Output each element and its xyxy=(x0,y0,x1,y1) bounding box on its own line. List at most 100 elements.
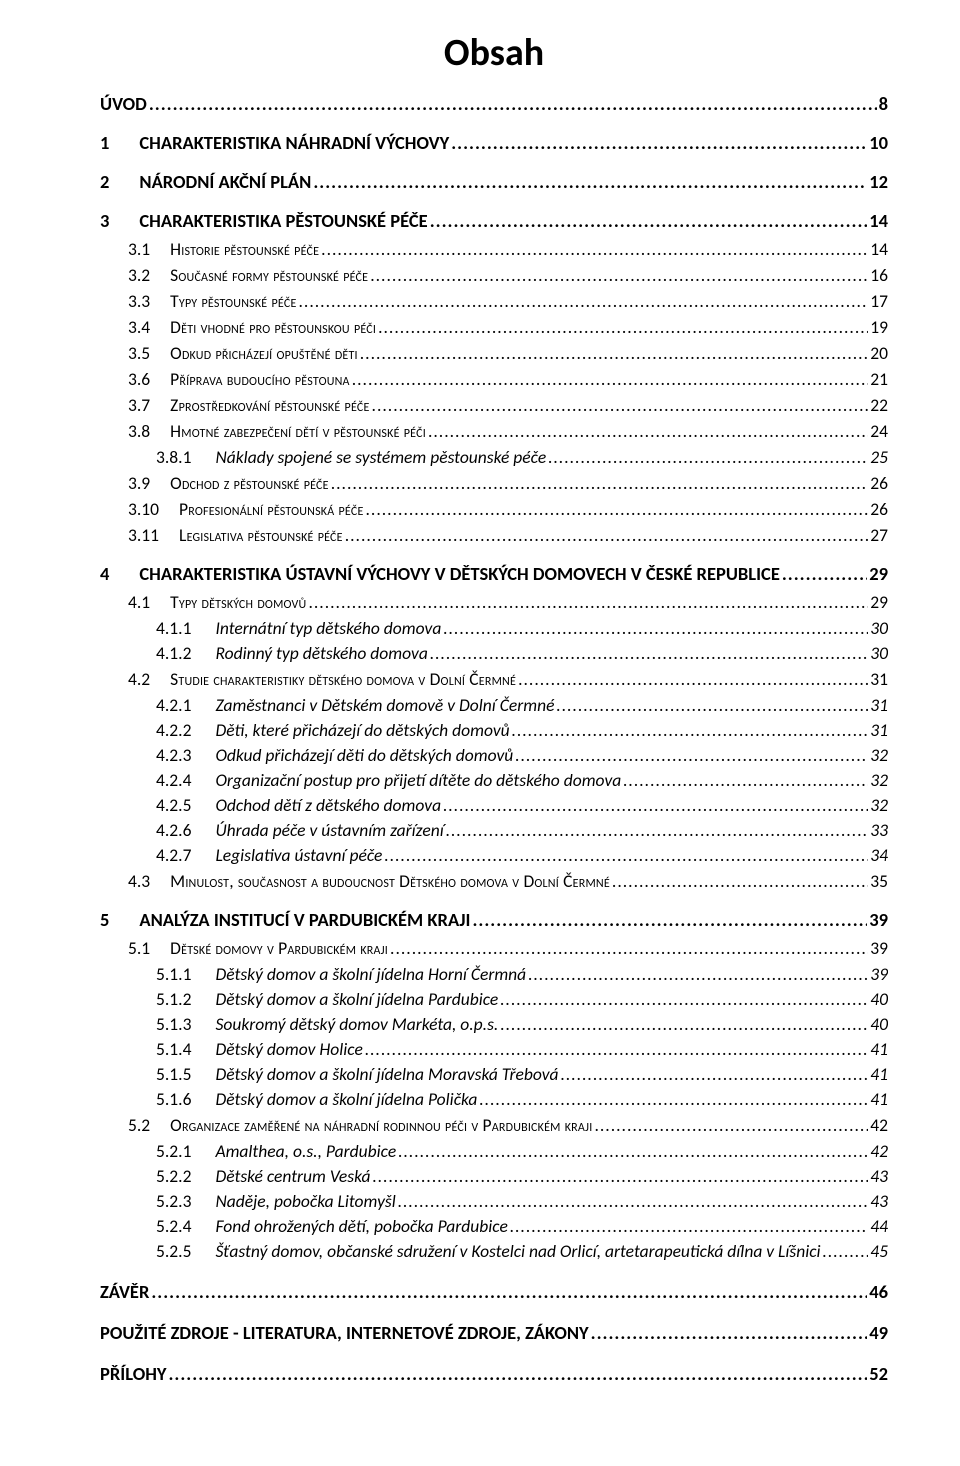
toc-text: Typy pěstounské péče xyxy=(170,290,296,312)
toc-page-number: 32 xyxy=(870,744,888,766)
toc-page-number: 22 xyxy=(870,394,888,416)
toc-number: 5.1.6 xyxy=(156,1088,191,1110)
toc-entry: 4.2 Studie charakteristiky dětského domov… xyxy=(128,668,888,690)
toc-leader-dots xyxy=(479,1088,868,1110)
toc-page-number: 33 xyxy=(870,819,888,841)
toc-number: 5.2 xyxy=(128,1114,150,1136)
toc-label: 4.2.7Legislativa ústavní péče xyxy=(156,844,382,866)
toc-entry: 4CHARAKTERISTIKA ÚSTAVNÍ VÝCHOVY V DĚTSK… xyxy=(100,562,888,585)
toc-page-number: 49 xyxy=(869,1321,888,1344)
toc-page-number: 32 xyxy=(870,794,888,816)
toc-number: 3.9 xyxy=(128,472,150,494)
toc-label: 3.9Odchod z pěstounské péče xyxy=(128,472,329,494)
toc-entry: 3.3Typy pěstounské péče17 xyxy=(128,290,888,312)
toc-number: 5.1.3 xyxy=(156,1013,191,1035)
toc-label: 4.2.1Zaměstnanci v Dětském domově v Doln… xyxy=(156,694,554,716)
toc-page-number: 10 xyxy=(869,131,888,154)
toc-leader-dots xyxy=(430,209,868,232)
toc-label: 5.1.5Dětský domov a školní jídelna Morav… xyxy=(156,1063,559,1085)
toc-text: Dětské centrum Veská xyxy=(215,1165,370,1187)
toc-number: 3.10 xyxy=(128,498,159,520)
toc-number: 3.7 xyxy=(128,394,150,416)
toc-number: 5.2.2 xyxy=(156,1165,191,1187)
toc-leader-dots xyxy=(331,472,869,494)
toc-page-number: 30 xyxy=(870,617,888,639)
toc-page-number: 17 xyxy=(870,290,888,312)
toc-leader-dots xyxy=(360,342,869,364)
toc-label: 5.1.1 Dětský domov a školní jídelna Horní… xyxy=(156,963,526,985)
toc-entry: 3.9Odchod z pěstounské péče26 xyxy=(128,472,888,494)
toc-text: Fond ohrožených dětí, pobočka Pardubice xyxy=(215,1215,507,1237)
toc-page-number: 21 xyxy=(870,368,888,390)
toc-label: 3.4Děti vhodné pro pěstounskou péči xyxy=(128,316,376,338)
table-of-contents: ÚVOD81CHARAKTERISTIKA NÁHRADNÍ VÝCHOVY10… xyxy=(100,92,888,1385)
toc-text: CHARAKTERISTIKA ÚSTAVNÍ VÝCHOVY V DĚTSKÝ… xyxy=(139,562,779,585)
toc-label: 4.1.2Rodinný typ dětského domova xyxy=(156,642,428,664)
toc-label: 3.7Zprostředkování pěstounské péče xyxy=(128,394,370,416)
toc-entry: 4.2.6Úhrada péče v ústavním zařízení33 xyxy=(156,819,888,841)
toc-leader-dots xyxy=(612,870,868,892)
toc-page-number: 16 xyxy=(870,264,888,286)
toc-number: 4.3 xyxy=(128,870,150,892)
toc-text: CHARAKTERISTIKA PĚSTOUNSKÉ PÉČE xyxy=(139,209,427,232)
toc-text: Úhrada péče v ústavním zařízení xyxy=(215,819,443,841)
toc-page-number: 39 xyxy=(870,937,888,959)
toc-text: PŘÍLOHY xyxy=(100,1362,166,1385)
toc-text: Naděje, pobočka Litomyšl xyxy=(215,1190,395,1212)
toc-entry: 4.2.2Děti, které přicházejí do dětských … xyxy=(156,719,888,741)
toc-number: 4.2 xyxy=(128,668,150,690)
toc-page-number: 40 xyxy=(870,988,888,1010)
toc-text: Soukromý dětský domov Markéta, o.p.s. xyxy=(215,1013,498,1035)
toc-entry: 4.2.3Odkud přicházejí děti do dětských d… xyxy=(156,744,888,766)
toc-entry: 2NÁRODNÍ AKČNÍ PLÁN12 xyxy=(100,170,888,193)
toc-number: 5.2.3 xyxy=(156,1190,191,1212)
toc-entry: 4.2.7Legislativa ústavní péče34 xyxy=(156,844,888,866)
toc-entry: 3CHARAKTERISTIKA PĚSTOUNSKÉ PÉČE14 xyxy=(100,209,888,232)
toc-leader-dots xyxy=(556,694,868,716)
toc-leader-dots xyxy=(823,1240,869,1262)
toc-number: 4.2.5 xyxy=(156,794,191,816)
toc-page-number: 46 xyxy=(869,1280,888,1303)
toc-label: POUŽITÉ ZDROJE - LITERATURA, INTERNETOVÉ… xyxy=(100,1321,589,1344)
toc-page-number: 12 xyxy=(869,170,888,193)
toc-page-number: 25 xyxy=(870,446,888,468)
toc-number: 5.1.1 xyxy=(156,963,191,985)
toc-entry: 5.1.4Dětský domov Holice41 xyxy=(156,1038,888,1060)
toc-entry: 5.2.3Naděje, pobočka Litomyšl43 xyxy=(156,1190,888,1212)
toc-leader-dots xyxy=(515,744,868,766)
toc-number: 4.2.7 xyxy=(156,844,191,866)
toc-entry: 3.8Hmotné zabezpečení dětí v pěstounské … xyxy=(128,420,888,442)
toc-entry: 4.2.5Odchod dětí z dětského domova32 xyxy=(156,794,888,816)
toc-page-number: 14 xyxy=(870,238,888,260)
toc-label: ZÁVĚR xyxy=(100,1280,149,1303)
toc-page-number: 31 xyxy=(870,719,888,741)
toc-label: 5.1Dětské domovy v Pardubickém kraji xyxy=(128,937,388,959)
toc-leader-dots xyxy=(321,238,868,260)
toc-label: 3.11Legislativa pěstounské péče xyxy=(128,524,343,546)
toc-text: Dětský domov a školní jídelna Horní Čerm… xyxy=(215,963,526,985)
toc-text: Současné formy pěstounské péče xyxy=(170,264,368,286)
toc-entry: 4.3Minulost, současnost a budoucnost Dět… xyxy=(128,870,888,892)
toc-leader-dots xyxy=(345,524,869,546)
page-title: Obsah xyxy=(100,30,888,76)
toc-label: 3.2Současné formy pěstounské péče xyxy=(128,264,368,286)
toc-text: ZÁVĚR xyxy=(100,1280,149,1303)
toc-entry: 5.2.5Šťastný domov, občanské sdružení v … xyxy=(156,1240,888,1262)
toc-entry: POUŽITÉ ZDROJE - LITERATURA, INTERNETOVÉ… xyxy=(100,1321,888,1344)
toc-text: Odkud přicházejí opuštěné děti xyxy=(170,342,358,364)
toc-page-number: 41 xyxy=(870,1088,888,1110)
toc-page-number: 42 xyxy=(870,1114,888,1136)
toc-label: 4.1Typy dětských domovů xyxy=(128,591,306,613)
toc-page-number: 30 xyxy=(870,642,888,664)
toc-text: Studie charakteristiky dětského domova v… xyxy=(170,668,516,690)
toc-leader-dots xyxy=(366,498,869,520)
toc-leader-dots xyxy=(561,1063,869,1085)
toc-text: Organizační postup pro přijetí dítěte do… xyxy=(215,769,621,791)
toc-label: 5.1.3 Soukromý dětský domov Markéta, o.p.… xyxy=(156,1013,498,1035)
toc-entry: 5.2.1Amalthea, o.s., Pardubice42 xyxy=(156,1140,888,1162)
toc-text: Amalthea, o.s., Pardubice xyxy=(215,1140,396,1162)
toc-text: Zaměstnanci v Dětském domově v Dolní Čer… xyxy=(215,694,554,716)
toc-label: 4CHARAKTERISTIKA ÚSTAVNÍ VÝCHOVY V DĚTSK… xyxy=(100,562,780,585)
toc-page-number: 29 xyxy=(869,562,888,585)
toc-number: 3 xyxy=(100,209,109,232)
